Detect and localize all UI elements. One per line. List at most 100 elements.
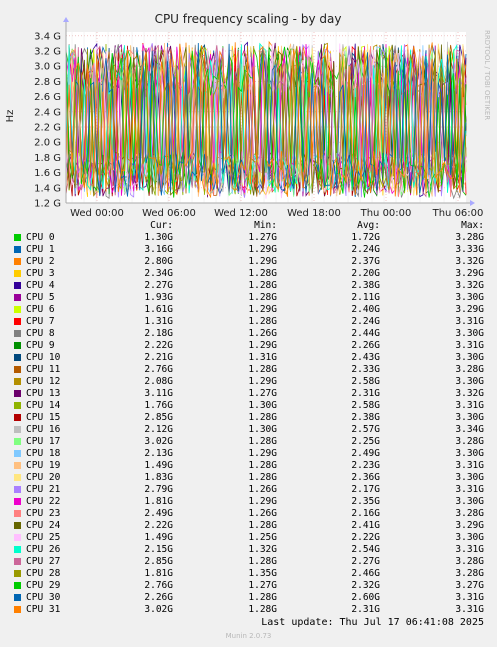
legend-max: 3.28G bbox=[455, 556, 484, 567]
legend-series-name: CPU 25 bbox=[26, 532, 61, 543]
x-tick-label: Wed 12:00 bbox=[214, 208, 268, 219]
legend-row: CPU 5 1.93G 1.28G 2.11G 3.30G bbox=[0, 292, 497, 304]
legend-max: 3.28G bbox=[455, 232, 484, 243]
legend-row: CPU 4 2.27G 1.28G 2.38G 3.32G bbox=[0, 280, 497, 292]
legend-max: 3.31G bbox=[455, 604, 484, 615]
legend-avg: 2.31G bbox=[351, 388, 380, 399]
legend-max: 3.33G bbox=[455, 244, 484, 255]
legend-series-name: CPU 4 bbox=[26, 280, 55, 291]
legend-cur: 2.76G bbox=[144, 580, 173, 591]
legend-cur: 2.13G bbox=[144, 448, 173, 459]
legend-max: 3.30G bbox=[455, 328, 484, 339]
legend-series-name: CPU 2 bbox=[26, 256, 55, 267]
legend-min: 1.25G bbox=[248, 532, 277, 543]
series-line bbox=[65, 43, 467, 199]
legend-cur: 2.34G bbox=[144, 268, 173, 279]
legend-swatch bbox=[14, 438, 21, 445]
last-update: Last update: Thu Jul 17 06:41:08 2025 bbox=[261, 617, 484, 628]
legend-min: 1.29G bbox=[248, 304, 277, 315]
legend-min: 1.29G bbox=[248, 376, 277, 387]
legend-min: 1.28G bbox=[248, 268, 277, 279]
legend-series-name: CPU 7 bbox=[26, 316, 55, 327]
legend-max: 3.30G bbox=[455, 532, 484, 543]
axes: 1.2 G 1.4 G 1.6 G 1.8 G 2.0 G 2.2 G 2.4 G 2.6 G… bbox=[34, 17, 483, 219]
legend-swatch bbox=[14, 306, 21, 313]
legend-cur: 2.79G bbox=[144, 484, 173, 495]
legend-swatch bbox=[14, 234, 21, 241]
x-tick-label: Thu 00:00 bbox=[360, 208, 412, 219]
legend-avg: 2.43G bbox=[351, 352, 380, 363]
legend-swatch bbox=[14, 582, 21, 589]
legend-swatch bbox=[14, 474, 21, 481]
legend-min: 1.28G bbox=[248, 316, 277, 327]
legend-swatch bbox=[14, 402, 21, 409]
legend-max: 3.29G bbox=[455, 268, 484, 279]
legend-cur: 1.76G bbox=[144, 400, 173, 411]
legend-row: CPU 26 2.15G 1.32G 2.54G 3.31G bbox=[0, 544, 497, 556]
legend-avg: 2.36G bbox=[351, 472, 380, 483]
legend-max: 3.31G bbox=[455, 460, 484, 471]
legend-row: CPU 14 1.76G 1.30G 2.58G 3.31G bbox=[0, 400, 497, 412]
legend-swatch bbox=[14, 522, 21, 529]
legend-swatch bbox=[14, 486, 21, 493]
legend-max: 3.31G bbox=[455, 544, 484, 555]
legend-series-name: CPU 24 bbox=[26, 520, 61, 531]
legend-max: 3.28G bbox=[455, 364, 484, 375]
series-line bbox=[65, 46, 467, 198]
legend-avg: 2.11G bbox=[351, 292, 380, 303]
legend-row: CPU 25 1.49G 1.25G 2.22G 3.30G bbox=[0, 532, 497, 544]
legend-avg: 2.32G bbox=[351, 580, 380, 591]
legend-min: 1.27G bbox=[248, 388, 277, 399]
legend-max: 3.31G bbox=[455, 316, 484, 327]
legend-cur: 2.08G bbox=[144, 376, 173, 387]
x-tick-label: Wed 06:00 bbox=[142, 208, 196, 219]
col-avg-header: Avg: bbox=[357, 220, 380, 231]
legend-min: 1.30G bbox=[248, 424, 277, 435]
legend-header: Cur: Min: Avg: Max: bbox=[0, 220, 497, 232]
legend-max: 3.30G bbox=[455, 412, 484, 423]
legend-row: CPU 24 2.22G 1.28G 2.41G 3.29G bbox=[0, 520, 497, 532]
x-axis-arrow bbox=[470, 200, 475, 206]
legend-row: CPU 1 3.16G 1.29G 2.24G 3.33G bbox=[0, 244, 497, 256]
legend-cur: 1.49G bbox=[144, 532, 173, 543]
legend-series-name: CPU 16 bbox=[26, 424, 61, 435]
y-axis-arrow bbox=[63, 17, 69, 22]
legend-series-name: CPU 21 bbox=[26, 484, 61, 495]
legend-min: 1.29G bbox=[248, 448, 277, 459]
legend-swatch bbox=[14, 342, 21, 349]
legend-series-name: CPU 30 bbox=[26, 592, 61, 603]
legend-series-name: CPU 28 bbox=[26, 568, 61, 579]
legend-avg: 2.26G bbox=[351, 340, 380, 351]
legend-row: CPU 27 2.85G 1.28G 2.27G 3.28G bbox=[0, 556, 497, 568]
legend-swatch bbox=[14, 534, 21, 541]
legend-cur: 2.27G bbox=[144, 280, 173, 291]
legend-max: 3.28G bbox=[455, 568, 484, 579]
legend-min: 1.29G bbox=[248, 496, 277, 507]
legend-avg: 2.24G bbox=[351, 244, 380, 255]
legend-row: CPU 30 2.26G 1.28G 2.60G 3.31G bbox=[0, 592, 497, 604]
legend-row: CPU 10 2.21G 1.31G 2.43G 3.30G bbox=[0, 352, 497, 364]
legend-series-name: CPU 19 bbox=[26, 460, 61, 471]
legend-avg: 2.35G bbox=[351, 496, 380, 507]
legend-series-name: CPU 17 bbox=[26, 436, 61, 447]
rrdtool-watermark: RRDTOOL / TOBI OETIKER bbox=[483, 30, 491, 120]
legend-series-name: CPU 11 bbox=[26, 364, 61, 375]
legend-row: CPU 7 1.31G 1.28G 2.24G 3.31G bbox=[0, 316, 497, 328]
legend-min: 1.28G bbox=[248, 592, 277, 603]
legend-min: 1.28G bbox=[248, 436, 277, 447]
legend-swatch bbox=[14, 258, 21, 265]
legend-row: CPU 29 2.76G 1.27G 2.32G 3.27G bbox=[0, 580, 497, 592]
legend-series-name: CPU 29 bbox=[26, 580, 61, 591]
legend-row: CPU 20 1.83G 1.28G 2.36G 3.30G bbox=[0, 472, 497, 484]
legend-avg: 2.58G bbox=[351, 400, 380, 411]
legend-max: 3.30G bbox=[455, 292, 484, 303]
legend-swatch bbox=[14, 246, 21, 253]
legend-swatch bbox=[14, 546, 21, 553]
series-line bbox=[65, 49, 467, 192]
legend-avg: 2.54G bbox=[351, 544, 380, 555]
legend-series-name: CPU 1 bbox=[26, 244, 55, 255]
chart-title: CPU frequency scaling - by day bbox=[155, 12, 342, 26]
legend-cur: 2.22G bbox=[144, 340, 173, 351]
y-tick-label: 3.4 G bbox=[34, 31, 61, 42]
legend-series-name: CPU 22 bbox=[26, 496, 61, 507]
